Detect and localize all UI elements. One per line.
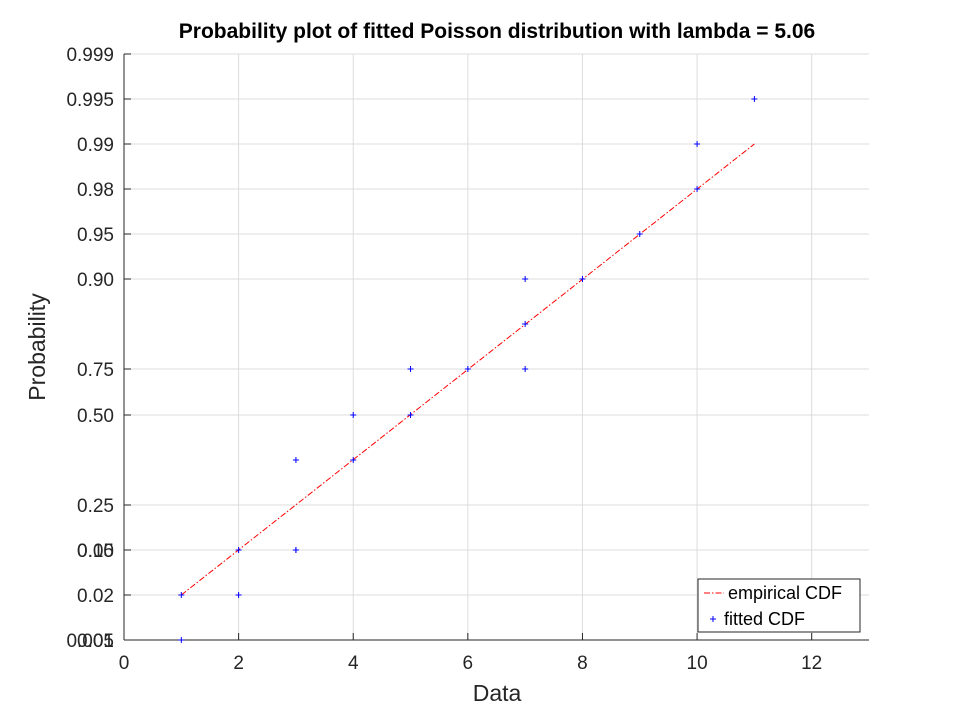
fitted-cdf-point (522, 321, 529, 327)
fitted-cdf-point (464, 366, 471, 372)
legend-box (697, 578, 861, 633)
x-tick-label: 2 (233, 653, 244, 674)
chart-title: Probability plot of fitted Poisson distr… (179, 20, 815, 43)
x-tick-label: 6 (463, 653, 474, 674)
y-tick-label: 0.999 (66, 45, 114, 66)
data-series (178, 96, 758, 643)
x-tick-label: 8 (577, 653, 588, 674)
y-tick-label: 0.01 (77, 631, 114, 652)
fitted-cdf-point (178, 592, 185, 598)
fitted-cdf-point (694, 186, 701, 192)
y-tick-label: 0.95 (77, 225, 114, 246)
fitted-cdf-point (579, 276, 586, 282)
y-tick-label: 0.99 (77, 135, 114, 156)
legend-fitted-marker-icon (710, 616, 716, 622)
x-axis-label: Data (473, 680, 522, 706)
fitted-cdf-point (350, 457, 357, 463)
x-tick-label: 10 (687, 653, 708, 674)
y-tick-label: 0.005 (66, 631, 114, 652)
fitted-cdf-point (636, 231, 643, 237)
fitted-cdf-point (178, 637, 185, 643)
fitted-cdf-point (350, 412, 357, 418)
fitted-cdf-point (235, 547, 242, 553)
fitted-cdf-point (751, 96, 758, 102)
fitted-cdf-point (522, 366, 529, 372)
y-tick-label: 0.10 (77, 541, 114, 562)
x-tick-labels: 0 2 4 6 8 10 12 (119, 653, 823, 674)
y-tick-label: 0.05 (77, 541, 114, 562)
x-tick-label: 0 (119, 653, 130, 674)
fitted-cdf-point (694, 141, 701, 147)
y-tick-label: 0.995 (66, 90, 114, 111)
y-axis-label: Probability (24, 293, 50, 401)
y-tick-label: 0.98 (77, 180, 114, 201)
x-tick-label: 4 (348, 653, 359, 674)
fitted-cdf-point (407, 366, 414, 372)
legend-fitted-label: fitted CDF (724, 609, 805, 629)
y-tick-label: 0.02 (77, 586, 114, 607)
fitted-cdf-point (235, 592, 242, 598)
fitted-cdf-point (522, 276, 529, 282)
fitted-cdf-point (292, 547, 299, 553)
axes (123, 53, 869, 641)
fitted-cdf-point (407, 412, 414, 418)
fitted-cdf-point (292, 457, 299, 463)
y-tick-label: 0.25 (77, 496, 114, 517)
y-tick-label: 0.50 (77, 406, 114, 427)
legend: empirical CDF fitted CDF (697, 578, 861, 633)
legend-empirical-label: empirical CDF (728, 583, 842, 603)
y-tick-label: 0.90 (77, 270, 114, 291)
x-tick-label: 12 (801, 653, 822, 674)
y-tick-label: 0.75 (77, 360, 114, 381)
